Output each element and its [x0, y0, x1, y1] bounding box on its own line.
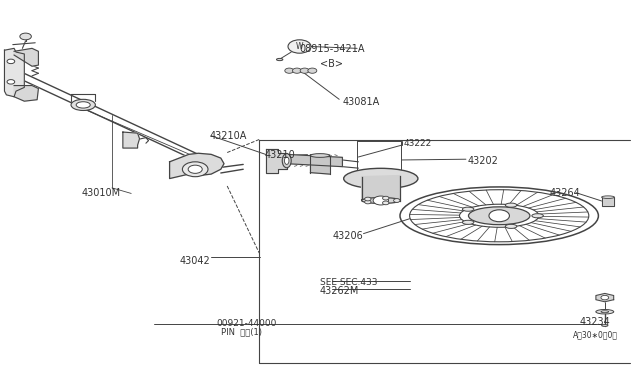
Ellipse shape	[601, 311, 609, 313]
Text: 43264: 43264	[549, 188, 580, 198]
Circle shape	[383, 196, 389, 200]
Ellipse shape	[462, 207, 474, 211]
Polygon shape	[4, 48, 24, 97]
Polygon shape	[266, 149, 287, 173]
Text: 43234: 43234	[579, 317, 610, 327]
Ellipse shape	[532, 214, 543, 218]
Circle shape	[365, 197, 371, 201]
Ellipse shape	[344, 168, 418, 189]
Text: <B>: <B>	[320, 59, 343, 69]
Text: 43081A: 43081A	[342, 97, 380, 108]
Text: 43222: 43222	[404, 139, 432, 148]
Ellipse shape	[462, 220, 474, 224]
Ellipse shape	[506, 224, 517, 228]
Text: PIN  ピン(1): PIN ピン(1)	[221, 327, 262, 336]
Text: 08915-3421A: 08915-3421A	[300, 44, 365, 54]
Circle shape	[373, 196, 388, 205]
Circle shape	[20, 33, 31, 40]
Circle shape	[7, 59, 15, 64]
Text: SEE SEC.433: SEE SEC.433	[320, 278, 378, 287]
Ellipse shape	[282, 154, 291, 168]
Text: A：30∗0：0：: A：30∗0：0：	[573, 330, 618, 339]
Ellipse shape	[468, 207, 530, 225]
Text: 43206: 43206	[333, 231, 364, 241]
Circle shape	[288, 40, 311, 53]
Ellipse shape	[310, 154, 330, 157]
Circle shape	[7, 80, 15, 84]
Polygon shape	[602, 197, 614, 206]
Ellipse shape	[602, 324, 608, 327]
Circle shape	[601, 295, 609, 300]
Circle shape	[383, 201, 389, 205]
Text: 43202: 43202	[467, 156, 498, 166]
Polygon shape	[310, 155, 330, 174]
Circle shape	[285, 68, 294, 73]
Polygon shape	[170, 153, 224, 179]
Ellipse shape	[76, 102, 90, 108]
Text: 00921-44000: 00921-44000	[216, 319, 276, 328]
Polygon shape	[123, 132, 140, 148]
Ellipse shape	[276, 58, 283, 61]
Text: 43210A: 43210A	[210, 131, 247, 141]
Polygon shape	[14, 48, 38, 66]
Ellipse shape	[71, 99, 95, 110]
Polygon shape	[362, 176, 400, 201]
Ellipse shape	[182, 162, 208, 177]
Circle shape	[394, 199, 400, 202]
Text: 43210: 43210	[264, 150, 295, 160]
Polygon shape	[14, 86, 38, 101]
Text: 43262M: 43262M	[320, 286, 360, 296]
Circle shape	[308, 68, 317, 73]
Circle shape	[489, 210, 509, 222]
Circle shape	[300, 68, 309, 73]
Ellipse shape	[596, 310, 614, 314]
Ellipse shape	[285, 157, 289, 164]
Polygon shape	[596, 294, 614, 302]
Ellipse shape	[362, 198, 400, 203]
Text: W: W	[296, 42, 303, 51]
Polygon shape	[287, 154, 342, 167]
Circle shape	[365, 200, 371, 204]
Text: 43010M: 43010M	[81, 188, 120, 198]
Ellipse shape	[602, 196, 614, 198]
Circle shape	[292, 68, 301, 73]
Ellipse shape	[188, 165, 202, 173]
Text: 43042: 43042	[180, 256, 211, 266]
Ellipse shape	[506, 203, 517, 207]
